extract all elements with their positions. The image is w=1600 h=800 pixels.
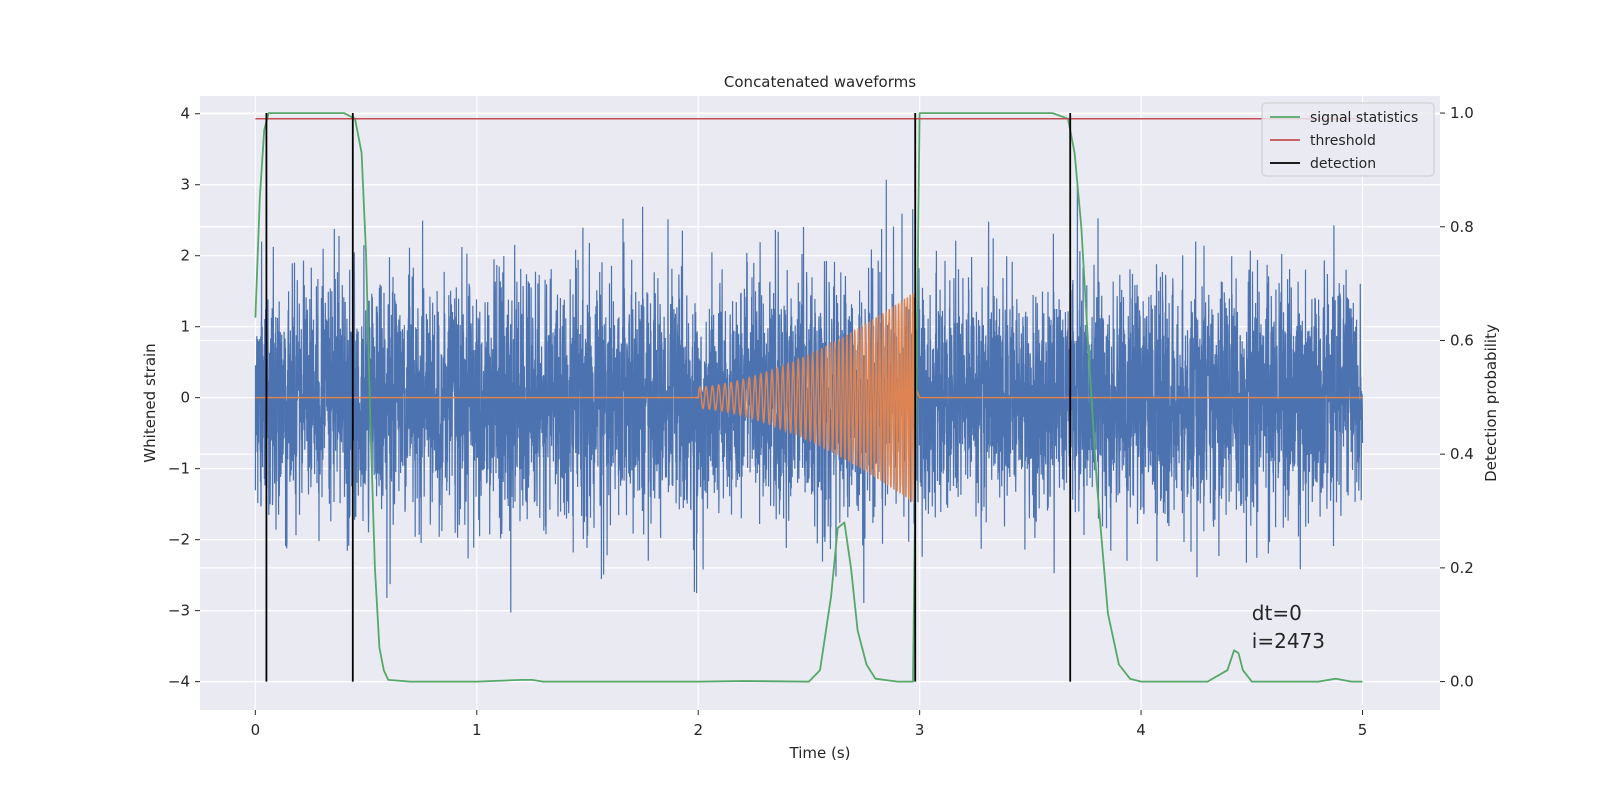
y-tick-label-4: 0 [180, 389, 190, 407]
legend-label-0: signal statistics [1310, 110, 1418, 126]
y-axis-label-right: Detection probability [1482, 324, 1500, 482]
y-tick-label-5: 1 [180, 318, 190, 336]
signal-statistics-line [254, 112, 1363, 683]
y-tick-label-1: −3 [168, 602, 190, 620]
y2-tick-label-1: 0.2 [1450, 559, 1474, 577]
template-layer [255, 293, 1363, 504]
legend-label-1: threshold [1310, 133, 1376, 149]
y-axis-label-left: Whitened strain [141, 343, 159, 462]
annotation-1: i=2473 [1252, 629, 1325, 653]
y-tick-label-6: 2 [180, 247, 190, 265]
x-tick-label-0: 0 [251, 721, 261, 739]
annotation-0: dt=0 [1252, 601, 1302, 625]
y-ticks-right: 0.0 0.2 0.4 0.6 0.8 1.0 [1440, 104, 1474, 691]
x-tick-label-1: 1 [472, 721, 482, 739]
y-tick-label-0: −4 [168, 673, 190, 691]
y2-tick-label-3: 0.6 [1450, 331, 1474, 349]
template-series [255, 293, 1363, 504]
chart-title: Concatenated waveforms [724, 73, 916, 91]
y2-tick-label-5: 1.0 [1450, 104, 1474, 122]
y-ticks-left: −4 −3 −2 −1 0 1 2 3 4 [168, 105, 200, 691]
y2-tick-label-2: 0.4 [1450, 445, 1474, 463]
y2-tick-label-4: 0.8 [1450, 218, 1474, 236]
y2-tick-label-0: 0.0 [1450, 673, 1474, 691]
legend: signal statistics threshold detection [1261, 102, 1435, 177]
x-tick-label-3: 3 [915, 721, 925, 739]
x-axis-label: Time (s) [789, 744, 851, 762]
legend-box [1261, 102, 1435, 177]
legend-label-2: detection [1310, 156, 1376, 172]
y-tick-label-7: 3 [180, 176, 190, 194]
x-ticks: 0 1 2 3 4 5 [251, 710, 1368, 739]
x-tick-label-4: 4 [1136, 721, 1146, 739]
x-tick-label-2: 2 [693, 721, 703, 739]
x-tick-label-5: 5 [1358, 721, 1368, 739]
y-tick-label-2: −2 [168, 531, 190, 549]
detection-layer [265, 113, 1072, 682]
y-tick-label-3: −1 [168, 460, 190, 478]
annotations: dt=0 i=2473 [1252, 601, 1325, 653]
y-tick-label-8: 4 [180, 105, 190, 123]
stat-layer [254, 112, 1363, 683]
